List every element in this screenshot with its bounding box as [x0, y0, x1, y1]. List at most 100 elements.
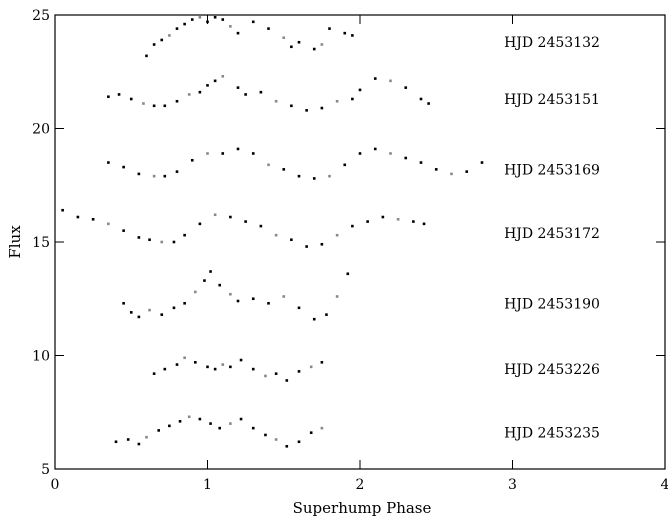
y-tick-label: 25 — [32, 8, 50, 24]
data-point — [259, 224, 263, 228]
data-point — [209, 422, 212, 425]
data-point — [274, 438, 278, 441]
data-point — [148, 238, 151, 242]
y-tick-label: 20 — [32, 122, 50, 138]
data-point — [229, 292, 232, 296]
data-point — [183, 233, 186, 237]
series-label: HJD 2453169 — [504, 162, 600, 178]
data-point — [297, 370, 301, 373]
data-point — [229, 365, 232, 369]
series-label: HJD 2453235 — [504, 426, 600, 442]
series-label: HJD 2453132 — [504, 35, 600, 51]
x-tick-label: 0 — [51, 477, 60, 493]
data-point — [198, 222, 202, 226]
data-point — [309, 365, 313, 369]
data-point — [187, 93, 191, 96]
data-point — [312, 47, 316, 51]
x-tick-label: 1 — [203, 477, 212, 493]
data-point — [221, 18, 225, 21]
data-point — [114, 440, 118, 444]
data-point — [91, 218, 95, 221]
data-point — [190, 158, 194, 162]
data-point — [343, 31, 347, 35]
data-point — [239, 417, 243, 421]
data-point — [198, 15, 202, 19]
data-point — [172, 240, 176, 244]
data-point — [373, 77, 377, 80]
data-point — [412, 220, 415, 223]
data-point — [239, 358, 243, 362]
data-point — [305, 245, 308, 248]
data-point — [373, 147, 377, 151]
y-tick-label: 15 — [32, 235, 50, 251]
data-point — [325, 313, 328, 316]
data-point — [312, 317, 316, 321]
data-point — [122, 229, 125, 232]
data-point — [172, 306, 176, 310]
data-point — [206, 365, 209, 369]
data-point — [259, 90, 263, 94]
series-label: HJD 2453190 — [504, 296, 600, 312]
data-point — [218, 283, 221, 287]
data-point — [264, 374, 267, 378]
data-point — [236, 31, 240, 35]
data-point — [236, 86, 240, 89]
data-point — [168, 34, 171, 37]
data-point — [305, 109, 308, 112]
data-point — [450, 172, 453, 176]
data-point — [297, 40, 301, 44]
data-point — [427, 102, 430, 105]
series-0 — [145, 15, 354, 58]
data-point — [404, 156, 408, 160]
data-point — [213, 15, 217, 19]
data-point — [419, 97, 423, 101]
series-label: HJD 2453226 — [504, 362, 600, 378]
data-point — [251, 152, 255, 155]
data-point — [137, 442, 141, 446]
data-point — [282, 295, 286, 298]
data-point — [206, 152, 209, 155]
y-tick-label: 10 — [32, 349, 50, 365]
data-point — [297, 306, 301, 310]
data-point — [285, 379, 289, 382]
data-point — [335, 295, 339, 298]
data-point — [152, 104, 156, 108]
data-point — [163, 174, 167, 178]
data-point — [145, 435, 148, 439]
data-point — [157, 429, 160, 432]
data-point — [107, 222, 110, 226]
data-point — [404, 86, 408, 89]
data-point — [328, 174, 331, 178]
data-point — [137, 172, 141, 176]
data-point — [236, 299, 240, 303]
series-2 — [107, 147, 484, 180]
data-point — [335, 99, 339, 103]
series-4 — [122, 270, 350, 321]
data-point — [160, 240, 164, 244]
data-point — [221, 363, 225, 366]
data-point — [126, 438, 130, 441]
data-point — [366, 220, 369, 223]
data-point — [142, 102, 145, 105]
data-point — [206, 84, 209, 87]
data-point — [209, 270, 212, 273]
x-tick-label: 4 — [661, 477, 668, 493]
data-point — [163, 104, 167, 108]
series-label: HJD 2453172 — [504, 226, 600, 242]
data-point — [148, 308, 151, 312]
data-point — [198, 417, 202, 421]
data-point — [178, 420, 182, 423]
data-point — [152, 174, 156, 178]
data-point — [297, 174, 301, 178]
data-point — [122, 165, 125, 169]
data-point — [117, 93, 121, 96]
data-point — [107, 161, 110, 164]
data-point — [129, 97, 133, 101]
data-point — [152, 372, 156, 375]
data-point — [290, 238, 293, 242]
y-tick-label: 5 — [41, 462, 50, 478]
data-point — [129, 311, 133, 314]
data-point — [419, 161, 423, 164]
data-point — [335, 233, 339, 237]
